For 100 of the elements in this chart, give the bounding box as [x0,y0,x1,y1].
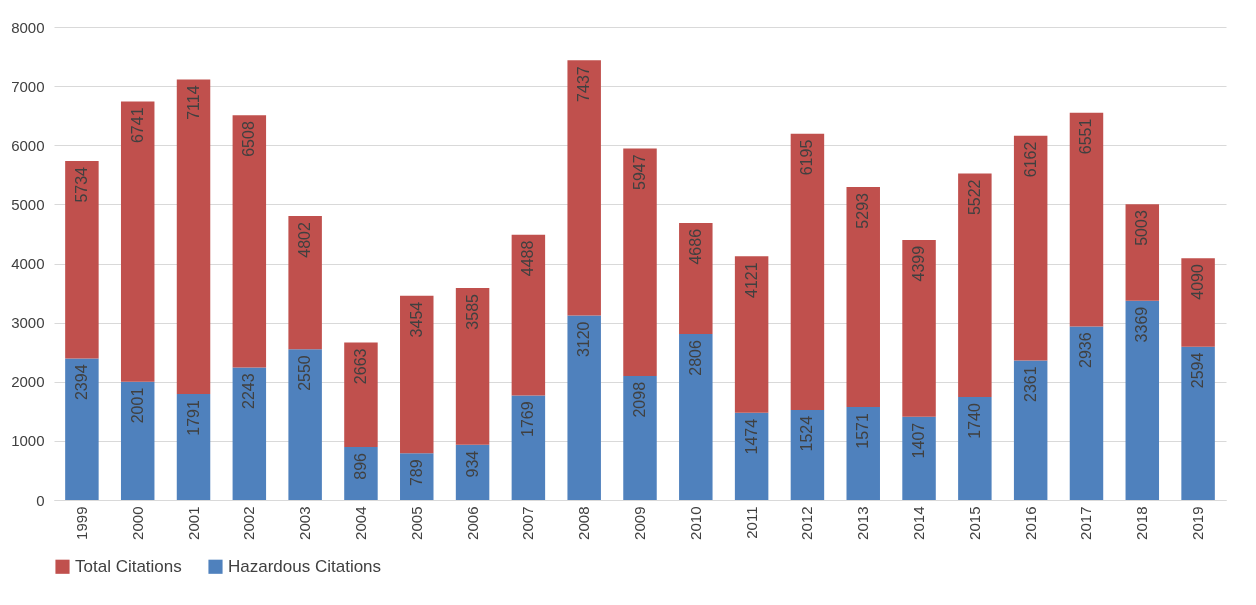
bar [846,187,880,408]
x-tick-label: 2004 [351,506,369,540]
total-label: 2663 [351,348,369,385]
data-label: 2394 [72,364,90,401]
x-tick-label: 2016 [1021,506,1039,540]
bar [958,173,992,398]
total-label: 3585 [463,293,481,330]
bar [120,381,155,500]
data-label: 1407 [910,422,928,459]
data-label: 896 [351,452,369,480]
bar [679,222,713,335]
total-label: 5734 [72,166,90,203]
x-tick-label: 2011 [742,506,760,539]
total-label: 6551 [1077,118,1095,155]
x-tick-label: 2012 [798,506,816,540]
bar [623,375,657,500]
y-tick-label: 8000 [11,18,45,36]
bar [1013,135,1048,361]
x-tick-label: 2008 [575,506,593,540]
y-tick-label: 3000 [11,314,45,332]
x-tick-label: 2009 [631,506,648,540]
bar [1013,360,1048,500]
x-tick-label: 2003 [296,506,314,540]
bar [120,101,155,382]
y-tick-label: 7000 [11,77,45,95]
y-tick-label: 0 [36,491,45,509]
y-tick-label: 6000 [11,136,45,154]
total-label: 5947 [631,154,648,190]
total-label: 4090 [1189,264,1207,300]
bar [790,133,825,410]
bar [902,416,936,500]
total-label: 5293 [854,192,872,229]
data-label: 3369 [1133,306,1151,343]
bar [1069,326,1104,500]
total-label: 7437 [575,66,593,102]
x-tick-label: 2015 [965,506,983,540]
y-tick-label: 5000 [11,195,45,213]
total-label: 5003 [1133,210,1151,246]
bar [1125,300,1160,500]
x-tick-label: 2001 [184,506,202,540]
total-label: 6508 [240,121,258,157]
bar [455,288,490,445]
bar [344,342,378,448]
data-label: 2936 [1077,332,1095,368]
data-label: 2243 [240,373,258,409]
x-tick-label: 2013 [854,506,872,540]
total-label: 3454 [407,301,425,338]
bar [567,60,601,316]
data-label: 2001 [128,387,146,424]
bar [176,394,211,500]
bar [790,409,825,500]
bar [65,358,99,500]
bar [176,79,211,395]
x-tick-label: 2019 [1189,506,1207,540]
x-tick-label: 2017 [1077,506,1095,540]
bar [1125,204,1160,301]
data-label: 1791 [184,400,202,436]
legend-label: Total Citations [75,556,182,576]
data-label: 1474 [742,418,760,455]
bar [623,148,657,376]
data-label: 1524 [798,415,816,452]
bar [734,256,769,413]
total-label: 4488 [519,240,537,277]
data-label: 2550 [296,355,314,391]
data-label: 2594 [1189,352,1207,389]
bar [1181,258,1215,347]
legend-label: Hazardous Citations [228,556,382,576]
bar [1069,112,1104,327]
total-label: 5522 [965,179,983,216]
data-label: 3120 [575,321,593,358]
x-tick-label: 2006 [463,506,481,540]
bar [232,367,267,500]
bar [288,349,322,500]
x-tick-label: 2014 [910,506,928,540]
bar [511,234,546,396]
total-label: 4399 [910,245,928,282]
total-label: 6162 [1021,141,1039,178]
y-tick-label: 1000 [11,432,45,450]
bar [902,239,936,417]
x-tick-label: 2005 [407,506,425,540]
bar [288,216,322,350]
x-tick-label: 2002 [240,506,258,540]
bar [511,395,546,500]
y-tick-label: 2000 [11,373,45,391]
data-label: 1740 [965,403,983,439]
data-label: 2098 [631,381,648,418]
bar [65,160,99,359]
bar [679,334,713,500]
x-tick-label: 2000 [128,506,146,540]
bar [1181,346,1215,500]
data-label: 1571 [854,413,872,449]
bar [400,453,434,500]
bar [567,315,601,500]
bar [232,115,267,368]
y-tick-label: 4000 [11,255,45,272]
data-label: 1769 [519,401,537,437]
data-label: 2806 [686,339,704,376]
bar [734,412,769,500]
bar [400,295,434,454]
x-tick-label: 2010 [686,506,704,540]
